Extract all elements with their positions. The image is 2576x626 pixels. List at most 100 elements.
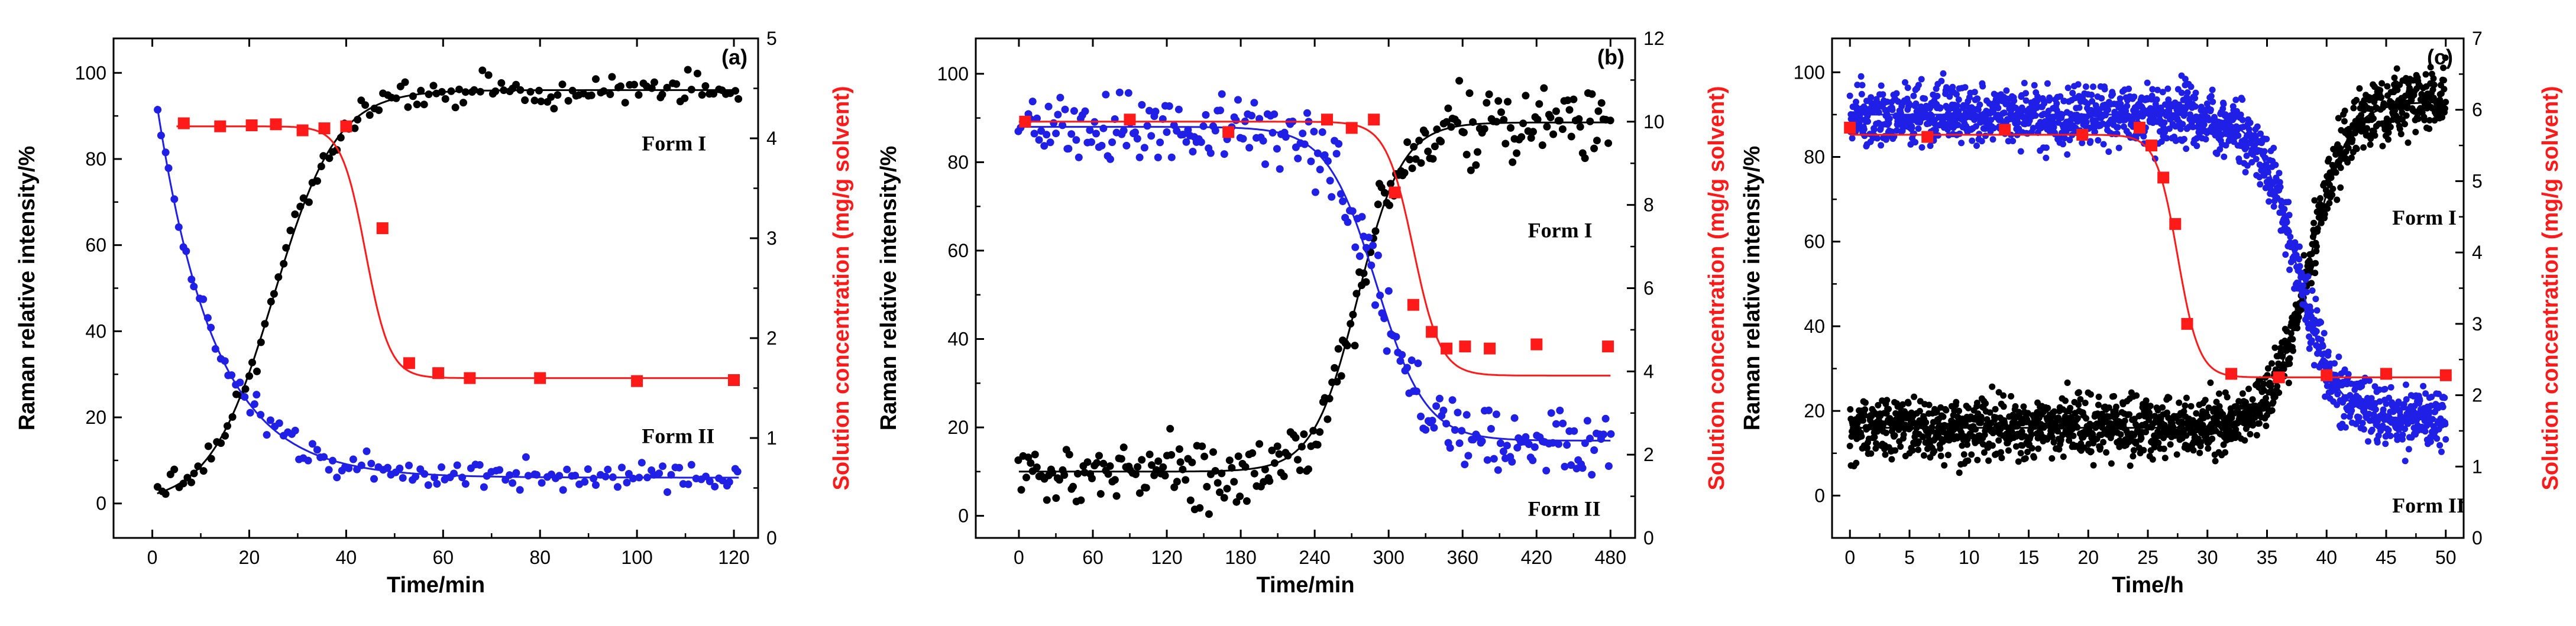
data-point [1478, 437, 1486, 445]
data-point [1959, 442, 1966, 449]
data-point [2378, 80, 2386, 87]
data-point [1033, 463, 1041, 471]
data-point [361, 101, 370, 109]
data-point [2062, 397, 2069, 404]
y-axis-left: 0 20 40 60 80 100 [937, 63, 984, 527]
data-point [512, 469, 520, 477]
data-point [2024, 410, 2031, 417]
data-point [2115, 144, 2122, 151]
data-point [1910, 92, 1917, 99]
data-point [706, 477, 714, 485]
data-point [1937, 104, 1944, 111]
data-point [1028, 98, 1037, 106]
data-point [538, 479, 546, 487]
data-point [1556, 406, 1564, 414]
data-point [2193, 142, 2200, 150]
data-point [2242, 399, 2249, 406]
data-point [2402, 121, 2408, 128]
data-point [2164, 85, 2172, 92]
data-point [2300, 252, 2308, 259]
data-point [1202, 111, 1210, 119]
data-point [1547, 409, 1555, 417]
data-point [2178, 89, 2185, 96]
data-point [1211, 127, 1219, 135]
data-point [2384, 83, 2391, 90]
x-tick-label: 0 [147, 547, 158, 568]
data-point [480, 483, 488, 491]
data-point [1859, 82, 1866, 89]
data-point [608, 73, 616, 81]
data-point [2087, 138, 2094, 145]
data-point [1044, 102, 1053, 111]
data-point [1299, 129, 1307, 138]
data-point [1517, 133, 1526, 141]
data-point [2329, 192, 2336, 199]
data-point [2442, 54, 2449, 61]
data-point [2253, 155, 2260, 163]
data-point [1147, 132, 1156, 140]
data-point [1259, 137, 1267, 145]
data-point [2200, 121, 2208, 128]
data-point [631, 375, 643, 387]
data-point [2264, 365, 2271, 372]
data-point [2092, 128, 2098, 135]
data-point [2323, 382, 2331, 390]
data-point [1462, 411, 1471, 419]
data-point [1316, 166, 1324, 174]
data-point [2371, 383, 2378, 390]
data-point [1075, 153, 1083, 161]
data-point [2090, 462, 2097, 469]
data-point [1508, 458, 1516, 466]
data-point [2100, 439, 2107, 446]
data-point [2441, 77, 2447, 84]
data-point [2433, 435, 2441, 442]
data-point [1878, 82, 1885, 89]
data-point [1982, 132, 1989, 140]
data-point [2103, 449, 2110, 456]
data-point [1485, 406, 1493, 414]
data-point [170, 465, 179, 473]
data-point [1435, 394, 1444, 403]
data-point [1962, 420, 1969, 427]
data-point [1912, 100, 1920, 107]
series-form-ii [1014, 88, 1615, 479]
data-point [1318, 128, 1326, 136]
data-point [2341, 118, 2348, 125]
data-point [1590, 144, 1598, 153]
data-point [684, 480, 692, 488]
data-point [1446, 444, 1454, 452]
data-point [1052, 129, 1060, 138]
data-point [2209, 98, 2216, 105]
data-point [2043, 144, 2050, 151]
data-point [1530, 338, 1543, 351]
data-point [710, 90, 718, 98]
data-point [2244, 162, 2251, 169]
x-tick-label: 80 [529, 547, 551, 568]
data-point [1578, 464, 1587, 472]
data-point [2149, 456, 2156, 463]
data-point [2270, 399, 2277, 406]
data-point [2243, 153, 2250, 159]
data-point [1971, 89, 1978, 96]
data-point [1159, 463, 1167, 471]
data-point [2440, 64, 2447, 72]
data-point [719, 476, 727, 485]
data-point [2321, 369, 2333, 381]
data-point [1569, 95, 1578, 103]
data-point [1321, 113, 1333, 126]
data-point [2003, 87, 2010, 94]
data-point [351, 124, 359, 132]
data-point [1882, 136, 1889, 143]
data-point [1921, 95, 1928, 102]
data-point [199, 467, 208, 475]
data-point [554, 91, 562, 99]
data-point [2344, 159, 2351, 166]
data-point [2237, 111, 2244, 118]
data-point [2022, 97, 2030, 104]
annotation-form-ii: Form II [642, 424, 714, 448]
data-point [2138, 434, 2145, 442]
fit-line [1850, 113, 2446, 420]
data-point [2130, 447, 2137, 454]
data-point [1248, 112, 1255, 120]
data-point [1857, 73, 1865, 80]
